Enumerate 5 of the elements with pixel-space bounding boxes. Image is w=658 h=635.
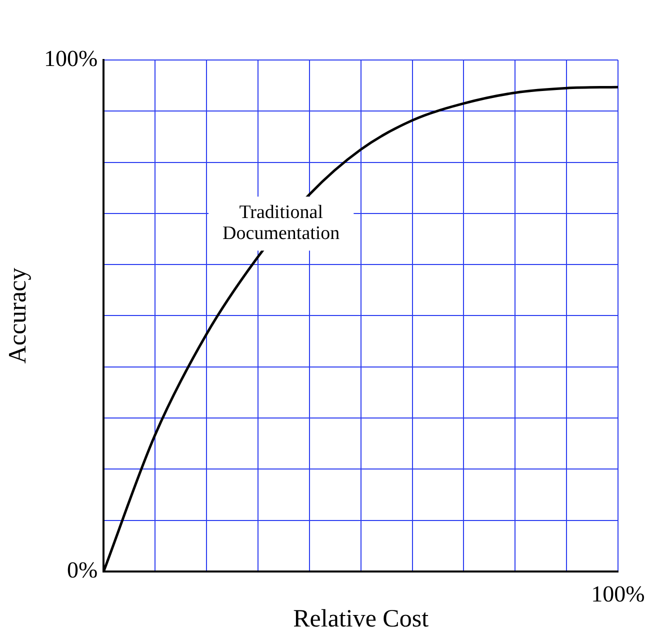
y-tick-label: 0% bbox=[66, 557, 98, 582]
text: 100% bbox=[591, 581, 645, 606]
annotation: Traditional Documentation bbox=[222, 202, 340, 244]
y-axis-title: Accuracy bbox=[4, 267, 32, 364]
x-axis-title: Relative Cost bbox=[293, 606, 429, 633]
